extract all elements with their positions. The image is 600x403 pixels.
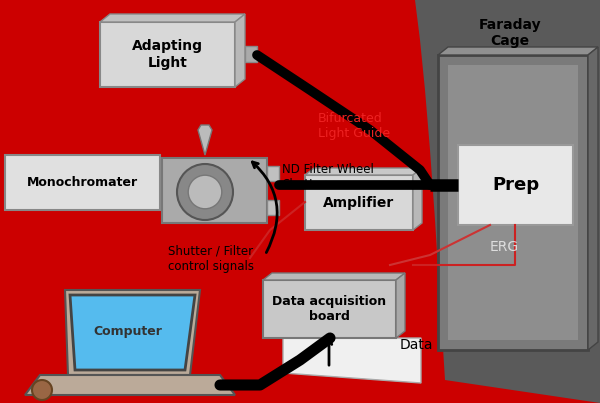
Polygon shape (413, 168, 422, 230)
Polygon shape (415, 0, 600, 403)
FancyBboxPatch shape (245, 46, 257, 62)
Polygon shape (305, 168, 422, 175)
Text: ERG: ERG (490, 240, 519, 254)
Text: ND Filter Wheel
Shutter: ND Filter Wheel Shutter (282, 163, 374, 191)
FancyBboxPatch shape (267, 200, 279, 215)
Text: Data acquisition
board: Data acquisition board (272, 295, 386, 323)
Polygon shape (283, 338, 421, 383)
FancyBboxPatch shape (5, 155, 160, 210)
Text: Shutter / Filter
control signals: Shutter / Filter control signals (168, 245, 254, 273)
Text: Monochromater: Monochromater (27, 176, 138, 189)
Text: Amplifier: Amplifier (323, 195, 395, 210)
FancyBboxPatch shape (305, 175, 413, 230)
FancyBboxPatch shape (458, 145, 573, 225)
Polygon shape (25, 375, 235, 395)
Text: Data: Data (400, 338, 433, 352)
FancyBboxPatch shape (162, 158, 267, 223)
FancyBboxPatch shape (100, 22, 235, 87)
Text: Computer: Computer (94, 326, 163, 339)
Circle shape (188, 175, 222, 209)
Polygon shape (100, 14, 245, 22)
Text: Prep: Prep (492, 176, 539, 194)
Circle shape (177, 164, 233, 220)
Polygon shape (70, 295, 195, 370)
Text: Faraday
Cage: Faraday Cage (479, 18, 541, 48)
Polygon shape (198, 125, 212, 155)
Polygon shape (588, 47, 598, 350)
Text: Adapting
Light: Adapting Light (132, 39, 203, 70)
FancyBboxPatch shape (263, 280, 396, 338)
Circle shape (32, 380, 52, 400)
Polygon shape (65, 290, 200, 375)
Polygon shape (438, 47, 598, 55)
FancyBboxPatch shape (448, 65, 578, 340)
Polygon shape (263, 273, 405, 280)
FancyBboxPatch shape (267, 166, 279, 181)
Polygon shape (396, 273, 405, 338)
Text: Bifurcated
Light Guide: Bifurcated Light Guide (318, 112, 390, 140)
Polygon shape (235, 14, 245, 87)
FancyBboxPatch shape (438, 55, 588, 350)
